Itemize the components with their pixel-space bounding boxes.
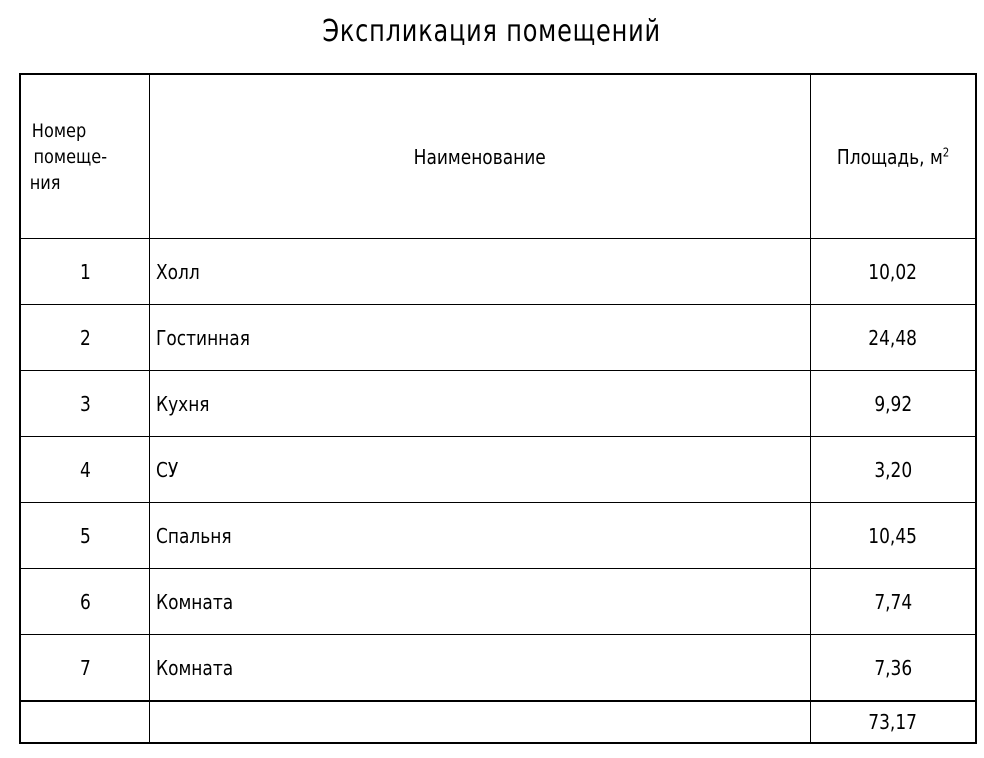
table-header: Номер помеще- ния Наименование Площадь, … <box>19 73 977 239</box>
header-name: Наименование <box>149 73 811 239</box>
room-area: 10,02 <box>810 238 977 305</box>
room-area: 7,74 <box>810 568 977 635</box>
room-number: 2 <box>19 304 150 371</box>
table-row: 4 СУ 3,20 <box>19 436 977 503</box>
room-number: 4 <box>19 436 150 503</box>
room-name: Спальня <box>149 502 811 569</box>
room-name: Гостинная <box>149 304 811 371</box>
room-number: 3 <box>19 370 150 437</box>
room-area: 7,36 <box>810 634 977 702</box>
room-area: 3,20 <box>810 436 977 503</box>
room-name: Кухня <box>149 370 811 437</box>
table-row: 1 Холл 10,02 <box>19 238 977 305</box>
room-number: 1 <box>19 238 150 305</box>
table-row: 6 Комната 7,74 <box>19 568 977 635</box>
room-area: 24,48 <box>810 304 977 371</box>
total-area: 73,17 <box>810 700 977 744</box>
page-title: Экспликация помещений <box>322 14 662 49</box>
room-number: 7 <box>19 634 150 702</box>
total-row: 73,17 <box>19 700 977 744</box>
room-name: Комната <box>149 568 811 635</box>
table-row: 2 Гостинная 24,48 <box>19 304 977 371</box>
room-area: 9,92 <box>810 370 977 437</box>
table-row: 3 Кухня 9,92 <box>19 370 977 437</box>
room-name: СУ <box>149 436 811 503</box>
header-area: Площадь, м2 <box>810 73 977 239</box>
room-schedule-table: Номер помеще- ния Наименование Площадь, … <box>19 73 977 744</box>
header-number: Номер помеще- ния <box>19 73 150 239</box>
room-number: 6 <box>19 568 150 635</box>
room-number: 5 <box>19 502 150 569</box>
room-area: 10,45 <box>810 502 977 569</box>
table-row: 5 Спальня 10,45 <box>19 502 977 569</box>
room-name: Комната <box>149 634 811 702</box>
room-name: Холл <box>149 238 811 305</box>
table-row: 7 Комната 7,36 <box>19 634 977 702</box>
